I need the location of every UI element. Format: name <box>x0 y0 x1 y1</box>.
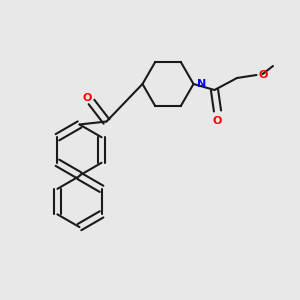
Text: N: N <box>196 79 206 89</box>
Text: O: O <box>82 93 92 103</box>
Text: O: O <box>259 70 268 80</box>
Text: O: O <box>213 116 222 126</box>
